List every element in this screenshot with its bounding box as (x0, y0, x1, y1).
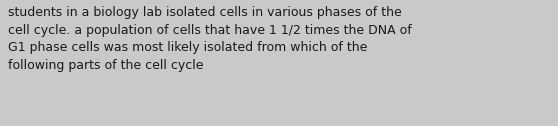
Text: students in a biology lab isolated cells in various phases of the
cell cycle. a : students in a biology lab isolated cells… (8, 6, 412, 72)
